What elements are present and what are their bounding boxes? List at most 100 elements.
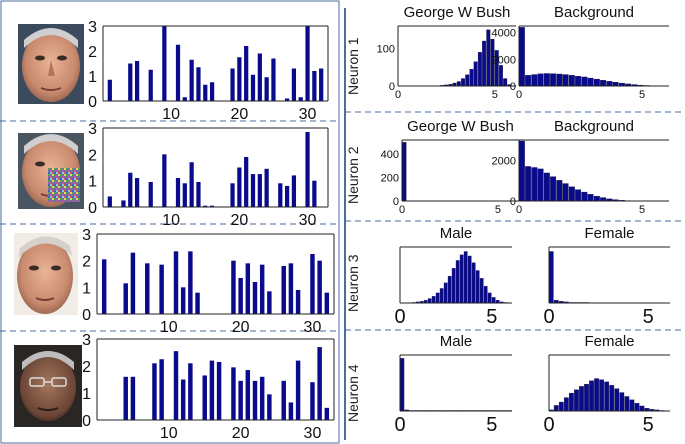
bar [604, 381, 610, 412]
chart-right-4a: 0 5 Male [394, 333, 512, 436]
x-tick-label: 5 [639, 89, 645, 101]
x-tick-label: 20 [230, 106, 248, 123]
bar [525, 166, 532, 202]
bar [298, 97, 303, 101]
chart-left-1: 0 1 2 3 10 20 30 [88, 19, 329, 123]
bar [159, 359, 164, 420]
bar [312, 71, 317, 101]
x-tick-label: 0 [394, 414, 405, 436]
bar [195, 292, 200, 314]
bar [503, 78, 508, 87]
bar [447, 275, 452, 304]
bar [463, 251, 468, 304]
face-bush-2 [14, 233, 78, 315]
bar [629, 399, 635, 412]
bar [482, 40, 487, 87]
bar [295, 290, 301, 314]
bar [575, 189, 582, 202]
bar [606, 81, 613, 87]
bar [252, 282, 258, 314]
bar [558, 401, 564, 412]
bar [310, 254, 315, 314]
chart-title: Female [584, 333, 634, 350]
bar [180, 287, 186, 314]
x-tick-label: 0 [516, 89, 522, 101]
y-tick-label: 1 [88, 174, 97, 191]
bar [209, 82, 215, 101]
bar [134, 61, 140, 101]
chart-right-3b: 0 5 Female [543, 225, 670, 328]
x-tick-label: 10 [160, 319, 178, 336]
y-tick-label: 3 [82, 332, 91, 349]
bar [543, 73, 550, 87]
bar [175, 44, 181, 101]
bar [612, 81, 619, 87]
bar [634, 403, 640, 412]
bar [589, 380, 594, 412]
bar [123, 283, 128, 314]
bar [182, 183, 187, 207]
bar [310, 382, 315, 420]
bar [134, 178, 140, 207]
bar [531, 167, 538, 202]
x-tick-label: 30 [299, 106, 317, 123]
bar [121, 200, 126, 207]
bar [281, 380, 286, 420]
bar [469, 68, 474, 87]
bar [245, 370, 251, 420]
bar [128, 63, 133, 101]
bar [188, 363, 193, 420]
bar [587, 194, 594, 202]
face-bush-1 [18, 24, 84, 104]
y-tick-label: 0 [510, 196, 516, 208]
chart-right-4b: 0 5 Female [543, 333, 670, 436]
bar [465, 74, 470, 87]
x-tick-label: 20 [232, 319, 250, 336]
bar [399, 358, 405, 412]
bar [439, 288, 444, 304]
bar [203, 84, 208, 101]
y-tick-label: 400 [381, 149, 399, 161]
face-bush-occluded [18, 133, 84, 209]
bar [203, 205, 208, 207]
bar [518, 140, 525, 202]
bar [486, 29, 491, 87]
bar [593, 78, 600, 87]
chart-title: Background [554, 118, 634, 135]
y-tick-label: 1 [82, 386, 91, 403]
bar [550, 73, 557, 87]
bar [278, 183, 283, 207]
y-tick-label: 2000 [492, 54, 516, 66]
bar [230, 68, 235, 101]
y-tick-label: 4000 [492, 28, 516, 40]
bar [467, 255, 472, 304]
y-tick-label: 0 [82, 307, 91, 324]
bar [600, 79, 607, 87]
bar [291, 68, 297, 101]
bar [581, 76, 588, 87]
y-tick-label: 2000 [492, 155, 516, 167]
chart-right-3a: 0 5 Male [394, 225, 512, 328]
bar [209, 360, 215, 420]
bar [624, 396, 630, 412]
bar [244, 46, 249, 101]
neuron-label-3: Neuron 3 [345, 254, 361, 312]
bar [196, 181, 201, 207]
bar [609, 385, 615, 412]
bar [189, 162, 194, 207]
bar [455, 260, 460, 304]
y-tick-label: 2 [88, 44, 97, 61]
bar [491, 297, 496, 304]
x-tick-label: 5 [639, 204, 645, 216]
y-tick-label: 1 [88, 69, 97, 86]
bar [148, 69, 153, 101]
bar [579, 386, 584, 412]
bar [563, 397, 569, 412]
bar [259, 376, 265, 420]
y-tick-label: 3 [82, 227, 91, 244]
bar [284, 185, 290, 207]
y-tick-label: 200 [381, 173, 399, 185]
bar [574, 389, 579, 412]
bar [148, 181, 153, 207]
